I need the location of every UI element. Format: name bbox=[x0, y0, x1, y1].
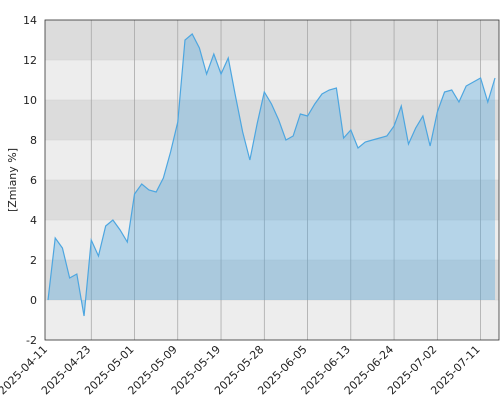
band bbox=[45, 140, 499, 180]
band bbox=[45, 20, 499, 60]
y-tick-label: 14 bbox=[23, 14, 37, 27]
y-tick-label: 2 bbox=[30, 254, 37, 267]
y-tick-label: 0 bbox=[30, 294, 37, 307]
band bbox=[45, 220, 499, 260]
area bbox=[48, 34, 495, 316]
y-tick-label: 4 bbox=[30, 214, 37, 227]
y-tick-label: 12 bbox=[23, 54, 37, 67]
band bbox=[45, 60, 499, 100]
band bbox=[45, 180, 499, 220]
y-tick-label: -2 bbox=[26, 334, 37, 347]
y-tick-label: 10 bbox=[23, 94, 37, 107]
y-axis-label: [Zmiany %] bbox=[6, 148, 19, 212]
band bbox=[45, 260, 499, 300]
line bbox=[47, 33, 496, 317]
y-tick-label: 6 bbox=[30, 174, 37, 187]
y-tick-label: 8 bbox=[30, 134, 37, 147]
band bbox=[45, 300, 499, 340]
plot-frame bbox=[44, 19, 500, 341]
